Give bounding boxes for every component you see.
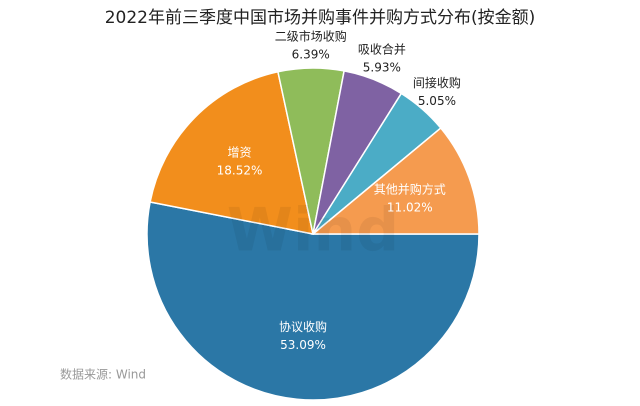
pie-slice: [146, 201, 480, 401]
slice-value-label: 5.93%: [363, 61, 401, 75]
slice-label: 间接收购: [413, 75, 461, 90]
slice-label: 增资: [228, 145, 252, 159]
slice-label: 其他并购方式: [374, 182, 446, 197]
pie-slice: [310, 126, 480, 235]
slice-value-label: 6.39%: [292, 48, 330, 62]
slice-value-label: 53.09%: [280, 338, 326, 352]
slice-label: 二级市场收购: [275, 29, 347, 44]
source-note: 数据来源: Wind: [60, 367, 146, 382]
slice-value-label: 18.52%: [217, 163, 263, 177]
chart-title: 2022年前三季度中国市场并购事件并购方式分布(按金额): [105, 8, 536, 28]
slice-value-label: 11.02%: [387, 201, 433, 215]
watermark: Wind: [227, 196, 399, 266]
slice-label: 吸收合并: [358, 42, 406, 57]
slice-value-label: 5.05%: [418, 94, 456, 108]
pie-slice: [149, 70, 314, 235]
slice-label: 协议收购: [279, 319, 327, 334]
